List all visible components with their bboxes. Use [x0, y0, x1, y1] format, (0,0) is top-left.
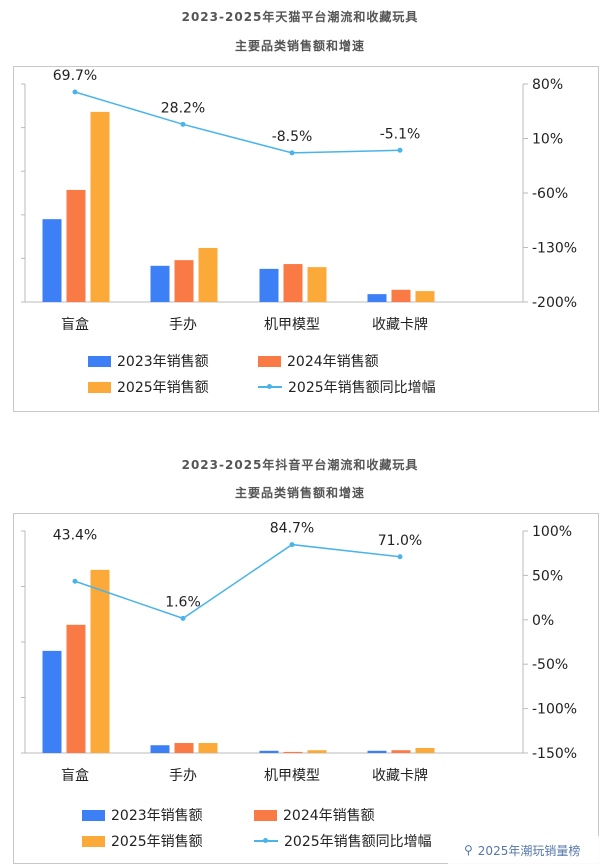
legend-label: 2025年销售额同比增幅	[288, 380, 436, 396]
legend-2024: 2024年销售额	[258, 351, 379, 371]
bar-2023年销售额	[150, 745, 170, 753]
growth-line	[74, 91, 401, 154]
watermark[interactable]: ⚲ 2025年潮玩销量榜	[448, 836, 600, 864]
right-tick-label: -130%	[532, 241, 577, 257]
x-tick-label: 盲盒	[61, 316, 89, 333]
legend-swatch-2025	[88, 381, 111, 393]
bar-2024年销售额	[391, 289, 411, 302]
growth-line	[74, 543, 401, 620]
bar-2023年销售额	[259, 750, 279, 753]
bar-2025年销售额	[415, 291, 435, 302]
search-icon: ⚲	[464, 843, 473, 857]
data-label: -8.5%	[272, 129, 313, 145]
growth-point	[289, 150, 295, 156]
legend-line-growth	[258, 384, 282, 389]
x-tick-label: 机甲模型	[264, 317, 320, 333]
bar-2025年销售额	[307, 750, 327, 753]
growth-point	[397, 147, 403, 153]
bar-2024年销售额	[391, 750, 411, 753]
x-tick-label: 手办	[169, 317, 197, 333]
bar-2024年销售额	[174, 743, 194, 753]
right-tick-label: 50%	[532, 568, 563, 584]
bar-2025年销售额	[415, 748, 435, 753]
x-tick-label: 手办	[169, 768, 197, 784]
growth-point	[397, 554, 403, 560]
growth-point	[72, 578, 78, 584]
right-tick-label: -150%	[532, 746, 577, 762]
right-tick-label: 80%	[532, 77, 563, 93]
bar-2024年销售额	[283, 264, 303, 302]
x-tick-label: 收藏卡牌	[372, 316, 428, 333]
bar-2025年销售额	[90, 569, 110, 753]
legend-label: 2023年销售额	[117, 354, 209, 370]
watermark-text: 2025年潮玩销量榜	[477, 843, 581, 858]
growth-point	[72, 89, 78, 95]
legend-line-growth	[254, 838, 278, 843]
data-label: 69.7%	[53, 68, 97, 84]
chart1-subtitle: 主要品类销售额和增速	[234, 39, 365, 53]
legend-2023: 2023年销售额	[82, 805, 203, 825]
bar-2024年销售额	[283, 751, 303, 753]
legend-2024: 2024年销售额	[254, 805, 375, 825]
data-label: 43.4%	[53, 527, 97, 543]
bar-2023年销售额	[42, 650, 62, 753]
right-tick-label: -200%	[532, 295, 577, 311]
bar-2024年销售额	[66, 189, 86, 302]
bar-2023年销售额	[150, 265, 170, 302]
x-tick-label: 盲盒	[61, 767, 89, 784]
right-tick-label: -100%	[532, 702, 577, 718]
bar-2025年销售额	[90, 111, 110, 303]
chart1-title: 2023-2025年天猫平台潮流和收藏玩具	[181, 10, 419, 24]
legend-2025: 2025年销售额	[82, 831, 203, 851]
growth-point	[180, 615, 186, 621]
chart2-subtitle: 主要品类销售额和增速	[234, 486, 365, 500]
x-tick-label: 收藏卡牌	[372, 767, 428, 784]
data-label: -5.1%	[380, 126, 421, 142]
legend-swatch-2025	[82, 835, 105, 847]
legend-growth: 2025年销售额同比增幅	[254, 831, 432, 851]
bar-2023年销售额	[367, 294, 387, 302]
right-tick-label: 0%	[532, 613, 554, 629]
chart1-frame	[13, 66, 599, 412]
legend-growth: 2025年销售额同比增幅	[258, 377, 436, 397]
legend-swatch-2023	[82, 809, 105, 821]
legend-2023: 2023年销售额	[88, 351, 209, 371]
data-label: 1.6%	[165, 594, 201, 610]
chart2-title: 2023-2025年抖音平台潮流和收藏玩具	[181, 458, 419, 472]
bar-2025年销售额	[198, 743, 218, 753]
bar-2025年销售额	[307, 267, 327, 302]
right-tick-label: -60%	[532, 186, 568, 202]
x-tick-label: 机甲模型	[264, 768, 320, 784]
data-label: 71.0%	[378, 533, 422, 549]
legend-swatch-2024	[258, 355, 281, 367]
legend-label: 2023年销售额	[111, 808, 203, 824]
bar-2023年销售额	[259, 268, 279, 302]
bar-2025年销售额	[198, 247, 218, 302]
bar-2024年销售额	[174, 260, 194, 302]
legend-label: 2025年销售额	[111, 834, 203, 850]
chart2-frame	[13, 513, 599, 864]
bar-2023年销售额	[367, 750, 387, 753]
growth-point	[289, 542, 295, 548]
legend-swatch-2024	[254, 809, 277, 821]
growth-point	[180, 121, 186, 127]
legend-swatch-2023	[88, 355, 111, 367]
data-label: 84.7%	[270, 521, 314, 537]
legend-label: 2025年销售额同比增幅	[284, 834, 432, 850]
right-tick-label: 10%	[532, 132, 563, 148]
legend-label: 2024年销售额	[287, 354, 379, 370]
legend-label: 2024年销售额	[283, 808, 375, 824]
bar-2024年销售额	[66, 624, 86, 753]
legend-label: 2025年销售额	[117, 380, 209, 396]
legend-2025: 2025年销售额	[88, 377, 209, 397]
right-tick-label: 100%	[532, 524, 572, 540]
data-label: 28.2%	[161, 100, 205, 116]
right-tick-label: -50%	[532, 657, 568, 673]
bar-2023年销售额	[42, 219, 62, 302]
